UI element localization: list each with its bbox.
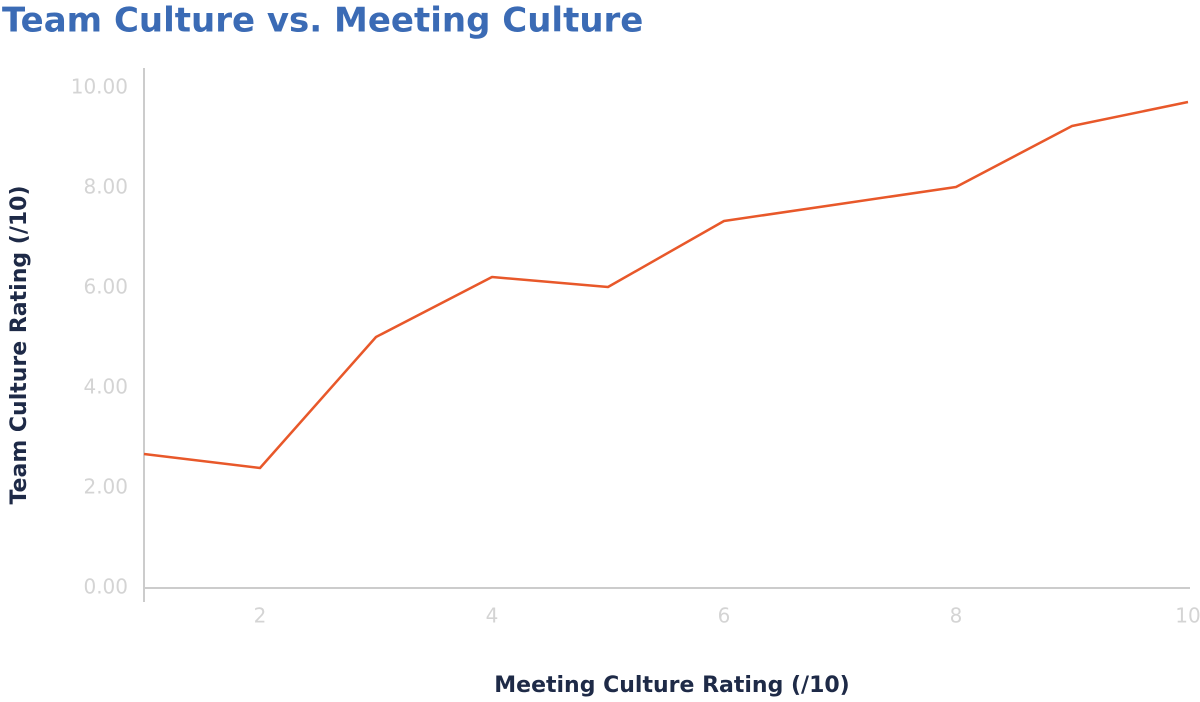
- x-tick-label: 8: [950, 604, 963, 628]
- x-tick-label: 10: [1175, 604, 1200, 628]
- data-line: [143, 100, 1189, 470]
- x-axis-label: Meeting Culture Rating (/10): [494, 673, 850, 698]
- y-tick-label: 6.00: [83, 275, 128, 299]
- y-tick-label: 2.00: [83, 475, 128, 499]
- y-axis-label: Team Culture Rating (/10): [7, 185, 32, 504]
- y-tick-label: 0.00: [83, 575, 128, 599]
- x-tick-label: 6: [718, 604, 731, 628]
- x-tick-label: 2: [254, 604, 267, 628]
- chart-title: Team Culture vs. Meeting Culture: [2, 1, 643, 41]
- y-tick-label: 4.00: [83, 375, 128, 399]
- x-tick-label: 4: [486, 604, 499, 628]
- y-tick-label: 10.00: [71, 75, 128, 99]
- y-tick-label: 8.00: [83, 175, 128, 199]
